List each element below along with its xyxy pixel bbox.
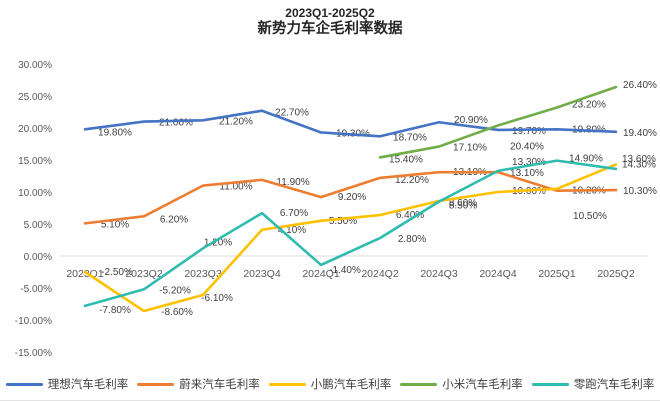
y-axis-tick-label: -15.00% [15,348,52,359]
series-line [83,170,618,225]
data-label: 19.40% [623,128,657,139]
chart-title: 2023Q1-2025Q2 新势力车企毛利率数据 [0,6,660,38]
x-axis-category-label: 2025Q1 [538,268,576,280]
x-axis-category-label: 2023Q4 [243,268,281,280]
legend-series-label: 小米汽车毛利率 [442,379,523,391]
data-label: 14.90% [569,154,603,165]
legend-item: 理想汽车毛利率 [5,376,129,392]
series-line [83,109,618,138]
y-axis-tick-label: 30.00% [18,60,52,71]
data-label: 10.50% [573,211,607,222]
data-label: 6.70% [280,208,308,219]
data-label: 8.50% [449,201,477,212]
data-label: 18.70% [393,132,427,143]
legend-series-label: 零跑汽车毛利率 [573,379,655,391]
x-axis-category-label: 2024Q2 [361,268,399,280]
data-label: 12.20% [395,175,429,186]
data-label: 9.20% [338,192,366,203]
data-label: 19.70% [512,126,546,137]
data-label: 5.50% [329,216,357,227]
y-axis-tick-label: 25.00% [18,92,52,103]
data-label: 2.80% [398,234,426,245]
data-label: 17.10% [453,143,487,154]
legend-swatch-line [137,382,175,386]
legend-swatch-line [268,382,306,386]
data-label: 5.10% [101,219,129,230]
data-label: 6.40% [396,210,424,221]
data-label: 23.20% [572,100,606,111]
legend-item: 零跑汽车毛利率 [531,376,655,392]
data-label: 20.90% [454,115,488,126]
data-label: -2.50% [101,267,133,278]
legend-swatch-line [5,382,43,386]
chart-title-main: 新势力车企毛利率数据 [257,21,403,37]
legend-item: 小鹏汽车毛利率 [268,376,392,392]
x-axis-category-label: 2024Q1 [302,268,340,280]
data-label: 13.60% [622,154,656,165]
data-label: 11.90% [276,177,309,188]
legend-item: 小米汽车毛利率 [400,376,523,392]
legend: 理想汽车毛利率 蔚来汽车毛利率 小鹏汽车毛利率 小米汽车毛利率 零跑汽车毛利率 [0,376,660,392]
series-line [83,159,618,308]
data-label: 6.20% [160,214,188,225]
data-label: 19.80% [98,127,132,138]
data-label: -5.20% [159,285,191,296]
data-label: -7.80% [99,305,131,316]
y-axis-tick-label: 5.00% [24,220,52,231]
data-label: 20.40% [510,141,544,152]
legend-item: 蔚来汽车毛利率 [137,376,260,392]
data-label: 15.40% [389,154,423,165]
y-axis-tick-label: 0.00% [24,252,52,263]
data-label: -6.10% [201,293,233,304]
series-line [378,85,618,159]
y-axis-tick-label: 15.00% [18,156,52,167]
x-axis-category-label: 2023Q2 [125,268,163,280]
data-label: 13.30% [512,157,546,168]
data-label: 21.20% [219,116,253,127]
data-label: 11.00% [219,182,252,193]
legend-swatch-line [400,382,438,386]
data-label: 10.30% [623,186,657,197]
data-label: 4.10% [278,225,306,236]
data-label: -8.60% [161,307,193,318]
data-label: -1.40% [329,265,361,276]
y-axis-tick-label: -5.00% [20,284,52,295]
data-label: 13.10% [510,168,544,179]
y-axis-tick-label: 10.00% [18,188,52,199]
y-axis-tick-label: -10.00% [15,316,52,327]
x-axis-category-label: 2024Q3 [420,268,458,280]
data-label: 1.20% [204,237,232,248]
data-label: 8.60% [449,198,477,209]
data-label: 21.00% [159,118,193,129]
x-axis-category-label: 2023Q1 [66,268,104,280]
series-line [83,163,618,313]
legend-series-label: 理想汽车毛利率 [47,379,129,391]
x-axis-category-label: 2024Q4 [479,268,517,280]
legend-swatch-line [531,382,569,386]
data-label: 26.40% [623,80,657,91]
legend-series-label: 蔚来汽车毛利率 [179,379,260,391]
x-axis-category-label: 2025Q2 [597,268,635,280]
chart-title-range: 2023Q1-2025Q2 [285,6,375,20]
x-axis-category-label: 2023Q3 [184,268,222,280]
data-label: 14.30% [622,159,656,170]
y-axis-tick-label: 20.00% [18,124,52,135]
data-label: 22.70% [275,108,309,119]
legend-series-label: 小鹏汽车毛利率 [310,379,392,391]
